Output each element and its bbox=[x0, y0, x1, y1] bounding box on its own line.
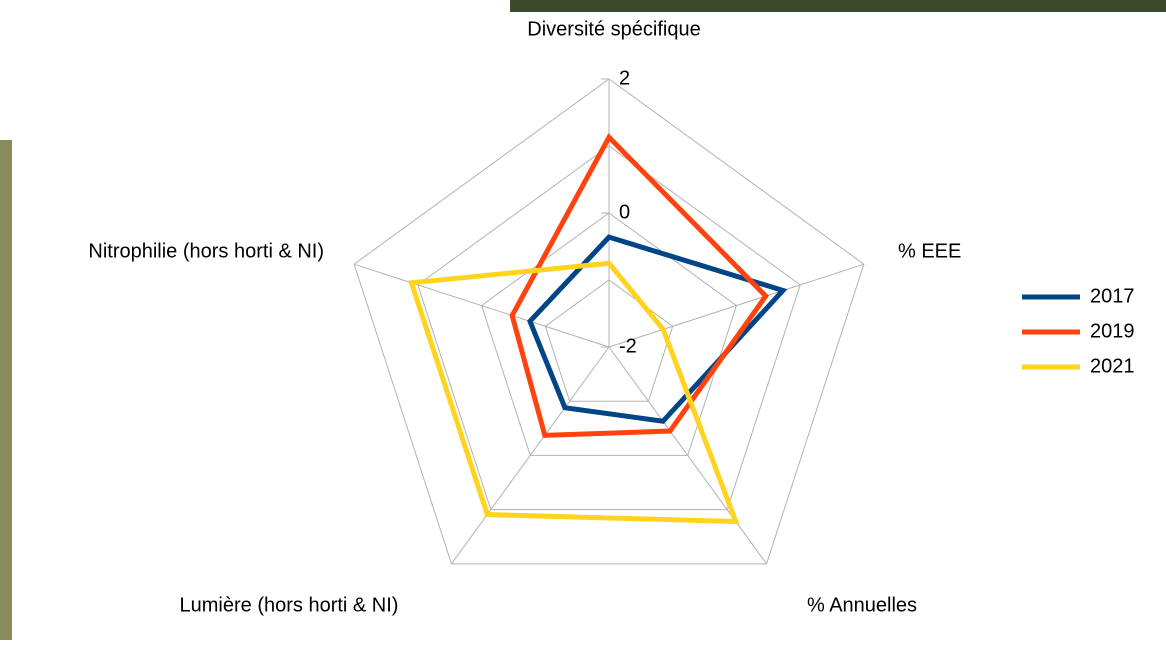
legend-label: 2021 bbox=[1090, 355, 1135, 377]
background-photo bbox=[0, 140, 12, 640]
tick-label: -2 bbox=[619, 335, 637, 357]
tick-label: 2 bbox=[619, 67, 630, 89]
axis-label: % Annuelles bbox=[807, 594, 917, 616]
grid-ring bbox=[544, 279, 674, 402]
background-photo bbox=[510, 0, 1166, 12]
axis-label: Diversité spécifique bbox=[527, 18, 700, 40]
legend-label: 2017 bbox=[1090, 285, 1135, 307]
series-line bbox=[509, 133, 770, 438]
series-line bbox=[408, 260, 740, 525]
spoke bbox=[608, 346, 767, 565]
tick-label: 0 bbox=[619, 201, 630, 223]
spoke bbox=[608, 263, 865, 348]
axis-label: Lumière (hors horti & NI) bbox=[180, 594, 399, 616]
grid-ring bbox=[417, 145, 801, 511]
axis-label: % EEE bbox=[898, 240, 961, 262]
grid-ring bbox=[480, 212, 738, 456]
legend-label: 2019 bbox=[1090, 320, 1135, 342]
axis-label: Nitrophilie (hors horti & NI) bbox=[88, 240, 324, 262]
spoke bbox=[451, 346, 610, 565]
spoke bbox=[353, 263, 610, 348]
grid-ring bbox=[353, 78, 865, 565]
